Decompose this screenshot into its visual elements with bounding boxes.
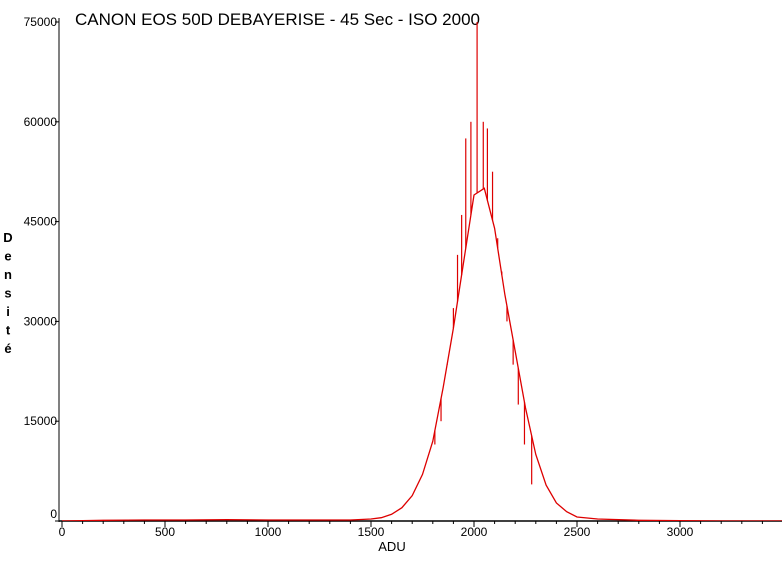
x-ticks: 0 500 1000 1500 2000 2500 3000: [59, 521, 763, 539]
y-axis-label-letter: i: [6, 304, 10, 319]
axes: [58, 18, 782, 522]
chart-title: CANON EOS 50D DEBAYERISE - 45 Sec - ISO …: [75, 10, 480, 29]
x-tick-label: 0: [59, 525, 66, 539]
x-tick-label: 1000: [255, 525, 282, 539]
x-tick-label: 3000: [667, 525, 694, 539]
x-tick-label: 2000: [461, 525, 488, 539]
y-tick-label: 15000: [24, 414, 58, 428]
y-tick-label: 0: [50, 507, 57, 521]
y-tick-label: 60000: [24, 115, 58, 129]
y-tick-label: 45000: [24, 215, 58, 229]
plot-area: [61, 22, 782, 521]
y-tick-label: 30000: [24, 314, 58, 328]
y-axis-label-letter: D: [3, 230, 12, 245]
x-tick-label: 1500: [358, 525, 385, 539]
series-line-0: [61, 187, 782, 521]
x-axis-label: ADU: [378, 539, 405, 554]
y-axis-label-letter: n: [4, 267, 12, 282]
y-axis-label-letter: t: [6, 323, 11, 338]
y-axis-label-letter: s: [4, 286, 11, 301]
y-ticks: 0 15000 30000 45000 60000 75000: [24, 15, 59, 522]
x-tick-label: 500: [155, 525, 175, 539]
y-tick-label: 75000: [24, 15, 58, 29]
y-axis-label-letter: e: [4, 249, 11, 264]
x-tick-label: 2500: [564, 525, 591, 539]
y-axis-label-letter: é: [4, 341, 11, 356]
